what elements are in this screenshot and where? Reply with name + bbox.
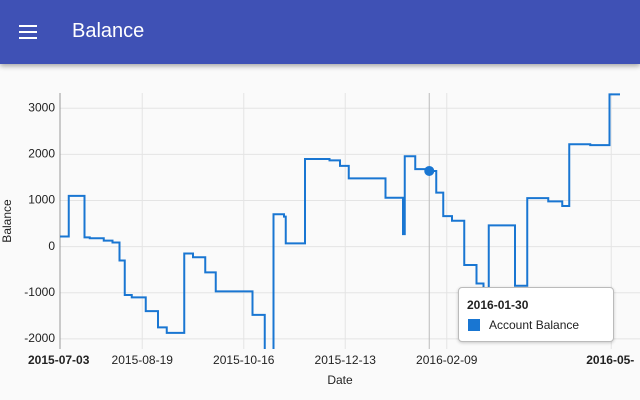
- menu-button[interactable]: [16, 20, 40, 44]
- y-tick-label: -2000: [24, 331, 55, 345]
- x-tick-label: 2015-12-13: [315, 353, 377, 367]
- tooltip-swatch: [468, 319, 480, 331]
- y-tick-label: 0: [48, 239, 55, 253]
- x-tick-label: 2015-08-19: [112, 353, 174, 367]
- chart: Balance Date -2000 -1000 0 1000 2000 3000 2015…: [0, 93, 640, 387]
- y-axis-label: Balance: [0, 199, 14, 243]
- y-tick-label: 3000: [28, 100, 55, 114]
- y-tick-label: 1000: [28, 193, 55, 207]
- x-axis-label: Date: [327, 373, 353, 387]
- hover-point: [424, 165, 435, 176]
- tooltip-series: Account Balance: [489, 318, 580, 332]
- x-tick-label: 2015-10-16: [213, 353, 275, 367]
- tooltip: 2016-01-30 Account Balance: [458, 287, 614, 342]
- app-bar: Balance: [0, 0, 640, 64]
- app-title: Balance: [72, 20, 145, 42]
- y-tick-label: -1000: [24, 285, 55, 299]
- y-tick-label: 2000: [28, 147, 55, 161]
- balance-line: [60, 93, 620, 349]
- x-tick-label: 2016-05-: [586, 353, 634, 367]
- tooltip-title: 2016-01-30: [467, 298, 529, 312]
- x-tick-label: 2016-02-09: [416, 353, 478, 367]
- x-tick-label: 2015-07-03: [28, 353, 90, 367]
